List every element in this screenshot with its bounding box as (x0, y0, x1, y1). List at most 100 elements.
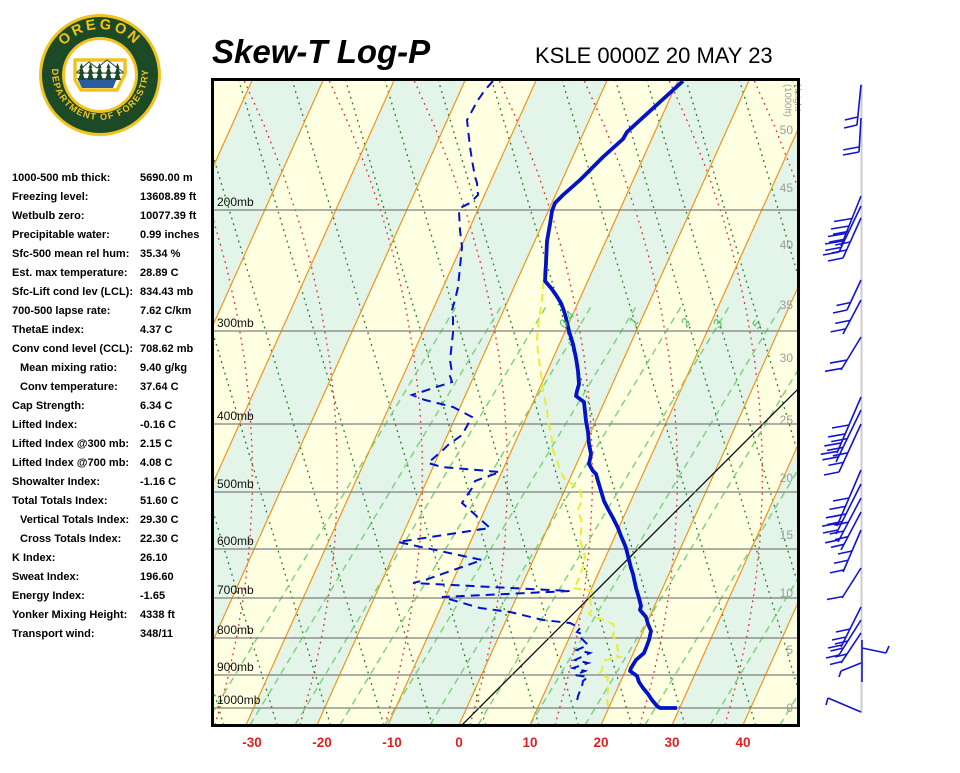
isotherm-line (387, 81, 679, 724)
wind-barb-tick (822, 456, 839, 461)
pressure-label: 400mb (217, 409, 254, 423)
stat-row: Vertical Totals Index: 29.30 C (12, 511, 208, 530)
stat-row: Cap Strength: 6.34 C (12, 397, 208, 416)
stat-value: -1.65 (140, 590, 166, 602)
wind-barb-tick (823, 471, 840, 476)
wind-barb-tick (827, 257, 844, 262)
stat-label: Conv cond level (CCL): (12, 343, 134, 355)
wind-barb-tick (831, 249, 847, 254)
mixing-ratio-line (491, 81, 686, 724)
pressure-label: 500mb (217, 477, 254, 491)
chart-border (211, 78, 800, 727)
temperature-axis-label: -20 (312, 735, 332, 750)
wind-barb-tick (831, 424, 850, 429)
wind-barb-tick (827, 232, 847, 238)
wind-barb-tick (830, 647, 844, 652)
isotherm-line (529, 130, 797, 724)
pressure-label: 300mb (217, 316, 254, 330)
stat-label: Lifted Index @700 mb: (12, 457, 130, 469)
wind-barb-tick (843, 146, 860, 151)
wind-barb-tick (832, 309, 848, 314)
dry-adiabat-dashed-line (339, 304, 593, 724)
stat-row: Est. max temperature: 28.89 C (12, 264, 208, 283)
mixing-ratio-line (646, 81, 797, 584)
mixing-ratio-line (345, 81, 540, 724)
stat-value: 4338 ft (140, 609, 175, 621)
wind-barb-staff (840, 336, 862, 371)
stat-row: Lifted Index @700 mb: 4.08 C (12, 454, 208, 473)
wind-barb-segment (861, 647, 887, 654)
wind-barb-staff (837, 497, 862, 543)
stat-label: Sweat Index: (12, 571, 80, 583)
wind-barb-tick (829, 530, 844, 535)
height-label: 50 (780, 123, 794, 137)
stat-value: 51.60 C (140, 495, 179, 507)
wind-barb-tick (825, 654, 840, 659)
mixing-ratio-line (214, 156, 385, 724)
wind-barb-tick (829, 359, 848, 364)
stat-value: 4.37 C (140, 324, 173, 336)
moist-adiabat-line (413, 81, 508, 724)
wind-barbs (820, 84, 890, 713)
stat-value: 9.40 g/kg (140, 362, 188, 374)
dry-adiabat-dashed-line (529, 304, 783, 724)
oregon-state-art (73, 58, 127, 92)
moist-adiabat-line (328, 81, 423, 724)
wind-barbs-svg (820, 84, 890, 713)
stat-label: Lifted Index @300 mb: (12, 438, 130, 450)
stat-label: Est. max temperature: (12, 267, 128, 279)
wind-barb-staff (846, 279, 862, 311)
wind-barb-tick (828, 461, 844, 467)
pressure-label: 200mb (217, 195, 254, 209)
wind-barb-staff (841, 567, 862, 599)
height-label: 15 (780, 528, 794, 542)
wind-barb-tick (834, 535, 849, 541)
stat-row: Transport wind: 348/11 (12, 625, 208, 644)
stat-label: Cross Totals Index: (20, 533, 122, 545)
wind-barb-staff (858, 117, 862, 153)
isotherm-line (214, 81, 466, 640)
wind-barb-tick (835, 628, 851, 633)
stat-value: 37.64 C (140, 381, 179, 393)
wind-barb-tick (827, 644, 843, 649)
height-label: 20 (780, 471, 794, 485)
height-label: 30 (780, 351, 794, 365)
wind-barb-tick (824, 367, 843, 373)
wind-barb-tick (824, 442, 842, 447)
mixing-ratio-line (291, 81, 486, 724)
dry-adiabat-dashed-line (249, 304, 503, 724)
station-date-label: KSLE 0000Z 20 MAY 23 (535, 43, 773, 68)
isotherm-line (742, 603, 797, 724)
wind-barb-tick (833, 559, 849, 565)
wind-barb-tick (833, 217, 853, 223)
moist-adiabat-line (243, 81, 338, 724)
wind-barb-segment (838, 670, 842, 678)
isotherm-line (316, 81, 608, 724)
wind-barb-tick (830, 543, 845, 549)
stat-label: Yonker Mixing Height: (12, 609, 128, 621)
wind-barb-tick (832, 230, 850, 236)
wind-barb-staff (840, 632, 862, 664)
stat-value: 348/11 (140, 628, 174, 640)
stat-row: Conv temperature: 37.64 C (12, 378, 208, 397)
pressure-label: 700mb (217, 583, 254, 597)
pressure-label: 900mb (217, 660, 254, 674)
mixing-ratio-line (238, 81, 433, 724)
stat-label: Conv temperature: (20, 381, 118, 393)
wind-barb-tick (831, 437, 848, 443)
height-label: 40 (780, 238, 794, 252)
skewt-chart: 200mb 300mb 400mb 500mb 600mb 700mb 800mb 900mb… (205, 78, 810, 768)
wind-barb-staff (838, 205, 862, 253)
wind-barb-tick (836, 301, 851, 307)
isotherm-line (214, 81, 324, 325)
wind-barb-column (815, 78, 960, 728)
wind-barb-staff (838, 423, 862, 473)
wind-barb-tick (844, 116, 858, 121)
stat-row: Freezing level: 13608.89 ft (12, 188, 208, 207)
stat-value: 834.43 mb (140, 286, 194, 298)
wetbulb-profile-line (535, 254, 624, 707)
wind-barb-tick (843, 124, 858, 129)
stat-value: 26.10 (140, 552, 168, 564)
mixing-ratio-line (615, 81, 797, 688)
